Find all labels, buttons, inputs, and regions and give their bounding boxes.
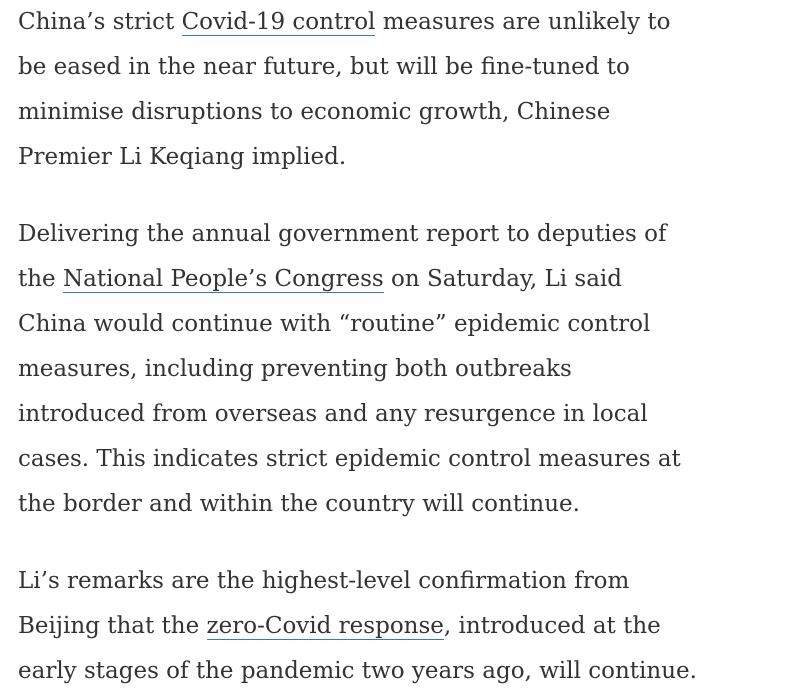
text-line: the National People’s Congress on Saturd…: [18, 257, 785, 302]
text-line: Premier Li Keqiang implied.: [18, 144, 347, 170]
text: the: [18, 266, 63, 292]
text: on Saturday, Li said: [383, 266, 623, 292]
text-line: Delivering the annual government report …: [18, 221, 667, 247]
link-zero-covid-response[interactable]: zero-Covid response: [206, 613, 444, 640]
paragraph-2: Delivering the annual government report …: [18, 212, 785, 527]
text-line: be eased in the near future, but will be…: [18, 54, 630, 80]
paragraph-1: China’s strict Covid-19 control measures…: [18, 0, 785, 180]
text-line: cases. This indicates strict epidemic co…: [18, 446, 681, 472]
text: , introduced at the: [443, 613, 661, 639]
paragraph-3: Li’s remarks are the highest-level confi…: [18, 559, 785, 694]
text: measures are unlikely to: [375, 9, 671, 35]
text-line: introduced from overseas and any resurge…: [18, 401, 648, 427]
text: Beijing that the: [18, 613, 207, 639]
text-line: measures, including preventing both outb…: [18, 356, 572, 382]
text-line: minimise disruptions to economic growth,…: [18, 99, 611, 125]
text: China’s strict: [18, 9, 182, 35]
text-line: Li’s remarks are the highest-level confi…: [18, 568, 630, 594]
text-line: early stages of the pandemic two years a…: [18, 658, 697, 684]
text-line: the border and within the country will c…: [18, 491, 580, 517]
text-line: Beijing that the zero-Covid response, in…: [18, 604, 785, 649]
link-covid-19-control[interactable]: Covid-19 control: [181, 9, 376, 36]
link-national-peoples-congress[interactable]: National People’s Congress: [62, 266, 384, 293]
text-line: China’s strict Covid-19 control measures…: [18, 0, 785, 45]
text-line: China would continue with “routine” epid…: [18, 311, 651, 337]
